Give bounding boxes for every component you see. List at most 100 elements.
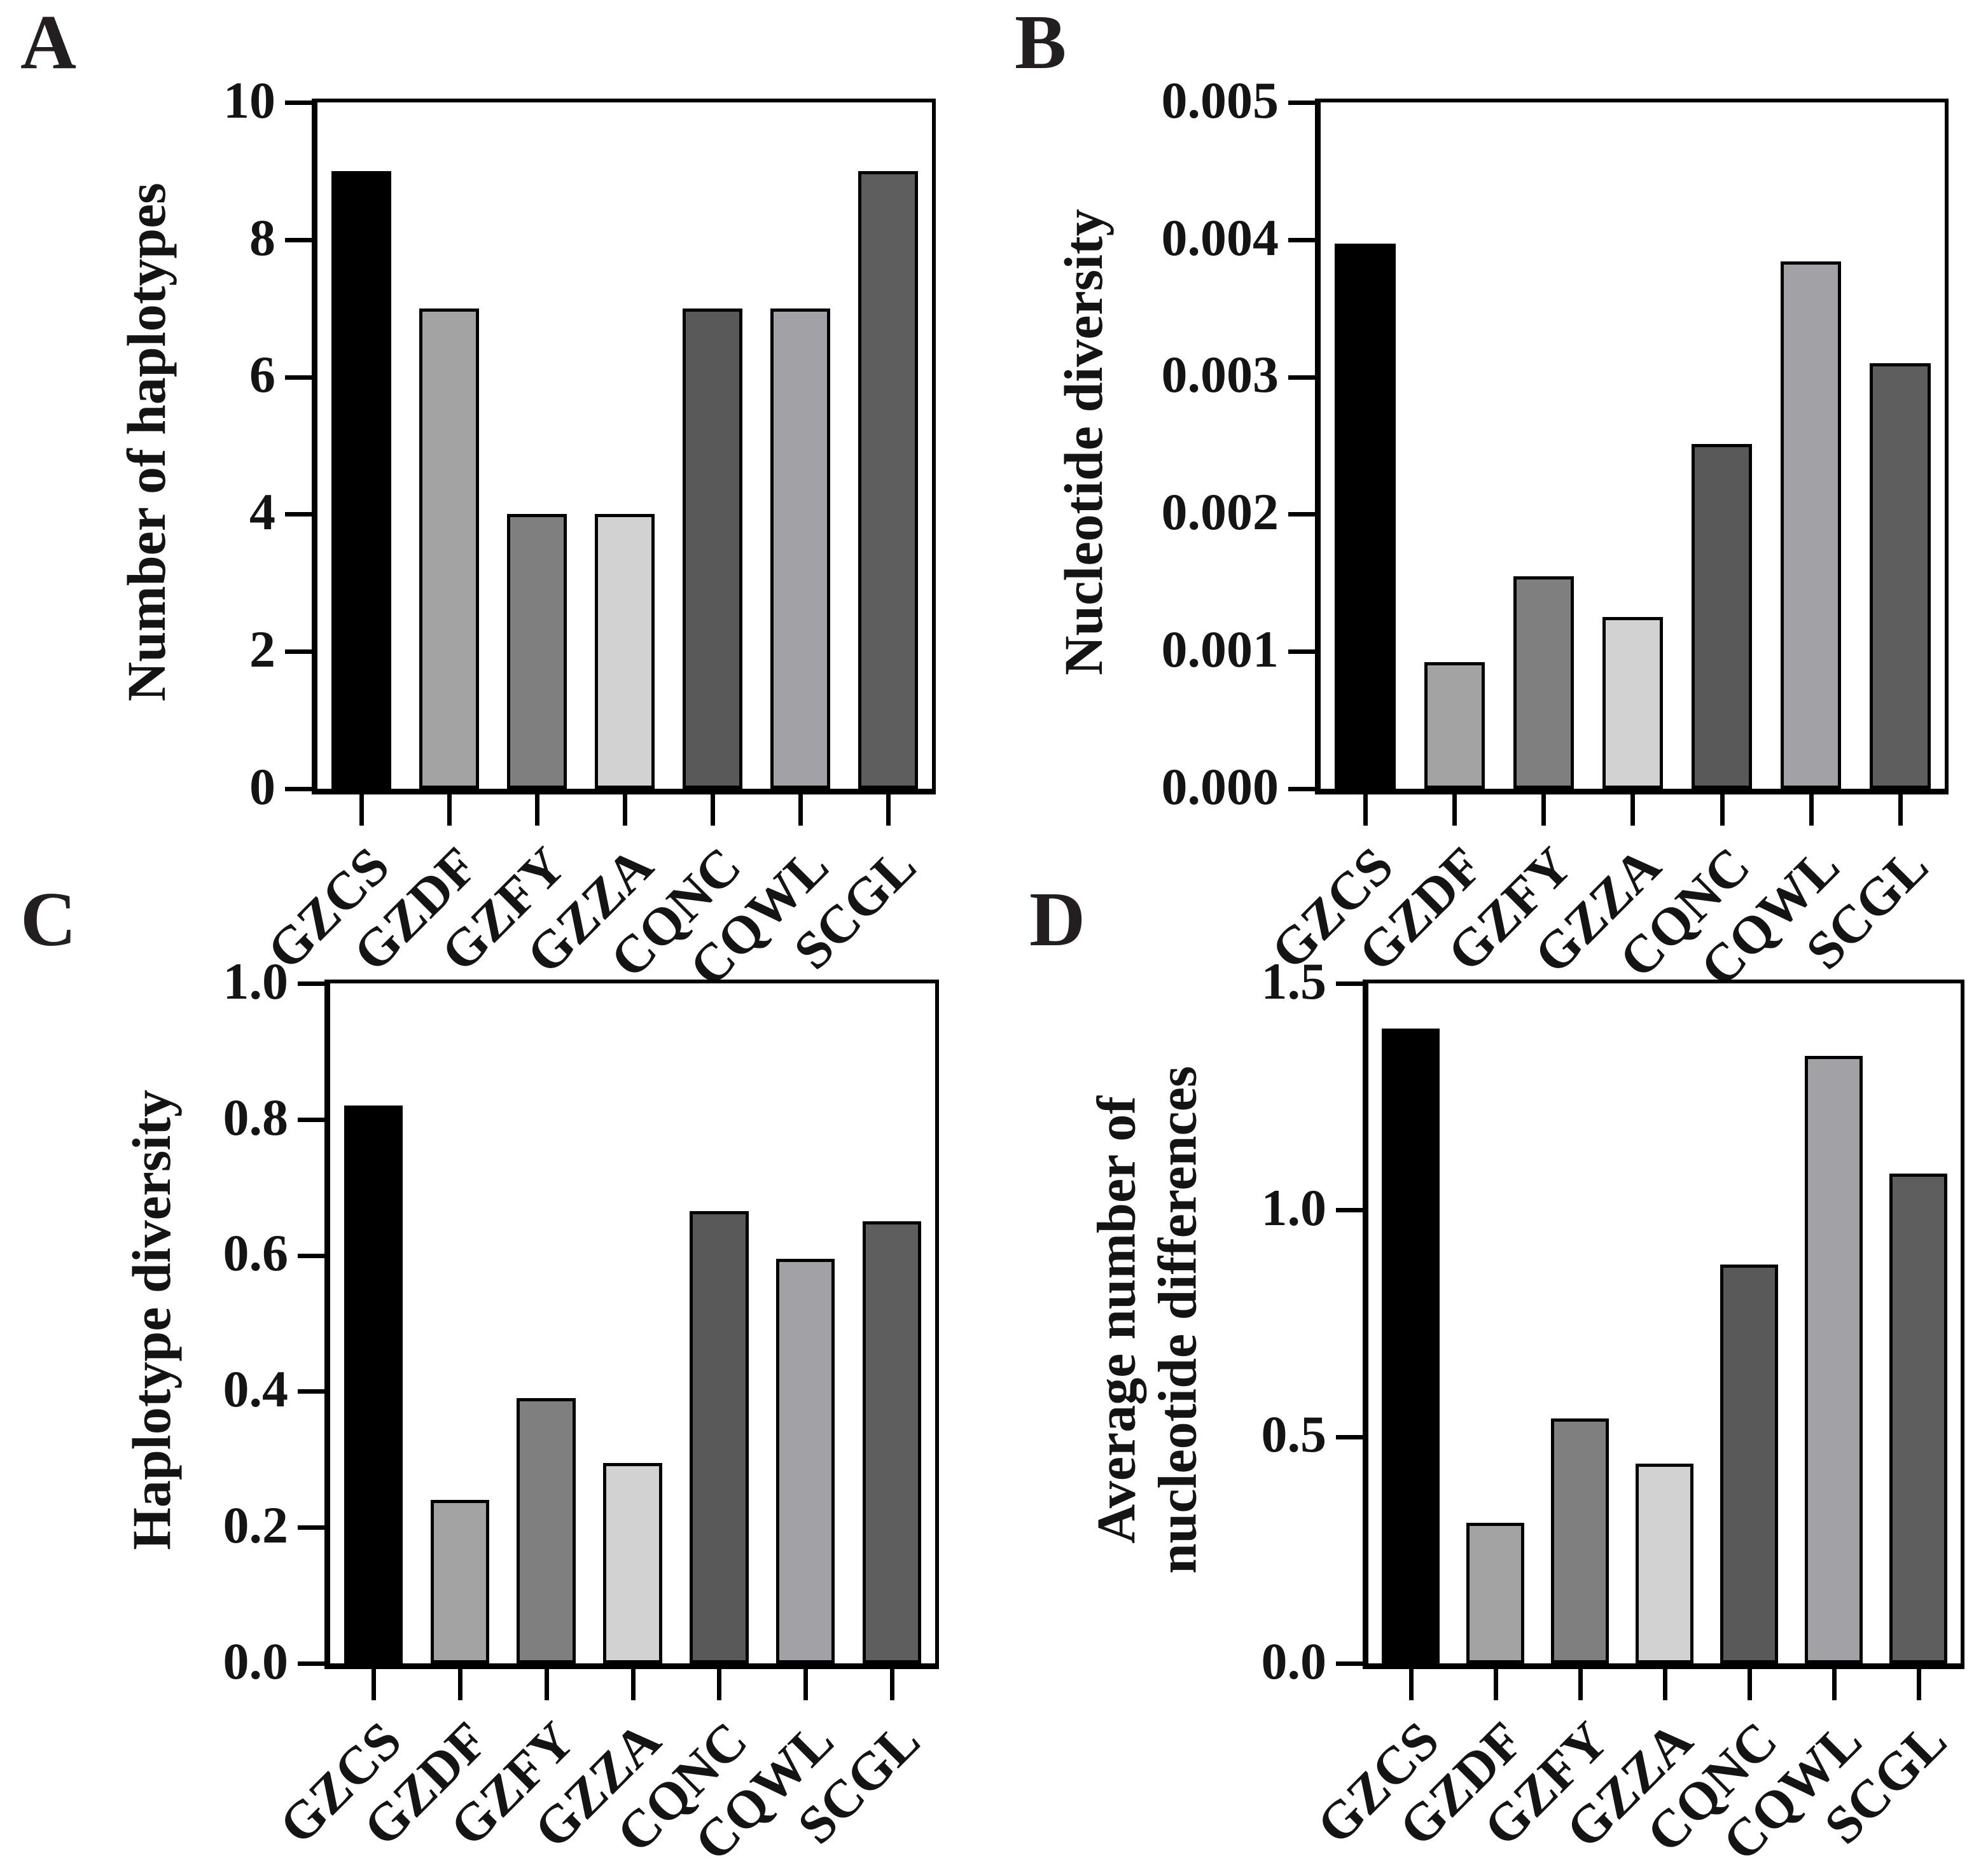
y-tick bbox=[285, 237, 312, 242]
plot-area-D: GZCS GZDF GZFY GZZA CQNC CQWL SCGL 0.0 0.5 1.0 1.… bbox=[1262, 955, 1964, 1872]
bar-CQNC bbox=[1691, 444, 1753, 789]
y-tick-label: 0.005 bbox=[1161, 71, 1279, 129]
bar-CQWL bbox=[1805, 1056, 1863, 1663]
y-tick bbox=[1288, 787, 1315, 791]
bar-slot: GZCS bbox=[1305, 983, 1453, 1855]
y-tick-label: 0.4 bbox=[223, 1360, 289, 1418]
x-tick bbox=[1541, 789, 1547, 826]
y-tick bbox=[285, 512, 312, 517]
bar-slot: GZZA bbox=[1524, 102, 1677, 985]
y-tick bbox=[1288, 237, 1315, 242]
x-tick bbox=[630, 1663, 636, 1700]
y-tick bbox=[285, 787, 312, 791]
x-tick bbox=[1578, 1663, 1583, 1700]
x-tick bbox=[1809, 789, 1814, 826]
bar-SCGL bbox=[858, 170, 918, 789]
x-tick bbox=[717, 1663, 722, 1700]
x-tick bbox=[1898, 789, 1903, 826]
y-tick bbox=[1288, 512, 1315, 517]
x-tick bbox=[798, 789, 803, 826]
y-tick-label: 0.001 bbox=[1161, 620, 1279, 678]
x-tick bbox=[1493, 1663, 1498, 1700]
plot-area-B: GZCS GZDF GZFY GZZA CQNC CQWL SCGL 0.000 0.001 0… bbox=[1162, 74, 1949, 997]
x-tick bbox=[1363, 789, 1368, 826]
x-tick bbox=[711, 789, 715, 826]
y-tick-label: 0.8 bbox=[223, 1088, 289, 1146]
panel-letter-D: D bbox=[1029, 877, 1086, 962]
y-axis-title-line: Number of haplotypes bbox=[115, 183, 177, 702]
four-panel-bar-figure: A Number of haplotypes GZCS GZDF GZFY GZZA C… bbox=[20, 0, 1988, 1872]
x-tick bbox=[544, 1663, 549, 1700]
y-tick bbox=[285, 649, 312, 655]
y-axis-title-C: Haplotype diversity bbox=[121, 1090, 182, 1550]
bar-slot: GZCS bbox=[268, 983, 417, 1855]
x-tick bbox=[535, 789, 539, 826]
panel-letter-B: B bbox=[1015, 0, 1067, 85]
x-tick bbox=[447, 789, 452, 826]
y-tick bbox=[1336, 1434, 1363, 1439]
x-tick bbox=[359, 789, 364, 826]
panel-letter-A: A bbox=[20, 0, 77, 85]
y-tick-label: 1.0 bbox=[223, 952, 289, 1010]
x-tick bbox=[886, 789, 891, 826]
y-axis-title-D: Average number of nucleotide differences bbox=[1086, 1066, 1209, 1574]
bar-CQWL bbox=[1781, 261, 1842, 789]
bar-GZZA bbox=[1636, 1464, 1693, 1663]
bar-slot: GZDF bbox=[352, 983, 503, 1857]
bar-GZDF bbox=[1466, 1523, 1524, 1663]
y-axis-title-B: Nucleotide diversity bbox=[1053, 209, 1114, 675]
y-tick-label: 0.002 bbox=[1161, 483, 1279, 541]
y-tick-label: 2 bbox=[249, 620, 275, 678]
bar-CQWL bbox=[776, 1258, 835, 1663]
x-tick bbox=[457, 1663, 462, 1700]
x-tick bbox=[1408, 1663, 1414, 1700]
bar-slot: CQNC bbox=[1608, 102, 1767, 989]
y-tick bbox=[1288, 375, 1315, 380]
bar-GZFY bbox=[1551, 1418, 1609, 1663]
y-tick bbox=[298, 981, 324, 986]
y-tick bbox=[298, 1525, 324, 1530]
panel-letter-C: C bbox=[20, 877, 77, 962]
bar-CQWL bbox=[770, 308, 830, 789]
bar-CQNC bbox=[1720, 1264, 1778, 1663]
bar-slot: GZFY bbox=[429, 102, 581, 983]
x-tick bbox=[371, 1663, 376, 1700]
x-tick bbox=[1630, 789, 1636, 826]
bar-SCGL bbox=[1870, 363, 1931, 789]
y-tick-label: 8 bbox=[249, 208, 275, 267]
y-tick bbox=[1336, 981, 1363, 986]
y-axis-title-line: Nucleotide diversity bbox=[1052, 209, 1114, 676]
bar-slot: SCGL bbox=[1813, 983, 1961, 1855]
x-tick bbox=[803, 1663, 809, 1700]
bar-slot: CQNC bbox=[606, 983, 762, 1864]
panel-D: D Average number of nucleotide difference… bbox=[994, 877, 1988, 1872]
y-tick-label: 0.2 bbox=[223, 1495, 289, 1554]
bar-slot: GZFY bbox=[1473, 983, 1622, 1857]
bar-slot: GZFY bbox=[1436, 102, 1588, 983]
y-tick-label: 0.000 bbox=[1161, 757, 1279, 815]
y-tick bbox=[298, 1661, 324, 1666]
bar-slot: GZZA bbox=[515, 102, 669, 985]
x-tick bbox=[1662, 1663, 1667, 1700]
bar-slot: CQWL bbox=[678, 102, 844, 997]
y-tick bbox=[298, 1253, 324, 1258]
x-tick bbox=[890, 1663, 895, 1700]
bar-GZZA bbox=[603, 1462, 662, 1663]
bar-slot: GZDF bbox=[1347, 102, 1499, 983]
bar-GZZA bbox=[1602, 617, 1664, 789]
y-tick-label: 6 bbox=[249, 345, 275, 404]
x-tick bbox=[1832, 1663, 1837, 1700]
y-tick bbox=[1288, 101, 1315, 105]
x-tick bbox=[1747, 1663, 1752, 1700]
bar-CQNC bbox=[690, 1211, 749, 1663]
y-tick-label: 4 bbox=[249, 483, 275, 541]
bar-SCGL bbox=[862, 1221, 922, 1663]
bar-GZCS bbox=[331, 170, 391, 789]
bar-GZFY bbox=[1513, 576, 1574, 789]
bar-slot: CQNC bbox=[599, 102, 756, 989]
bar-GZDF bbox=[430, 1500, 489, 1663]
y-tick-label: 0.0 bbox=[1261, 1632, 1327, 1690]
bar-GZFY bbox=[517, 1398, 576, 1663]
y-tick-label: 0.004 bbox=[1161, 208, 1279, 267]
bar-slot: CQWL bbox=[684, 983, 849, 1872]
